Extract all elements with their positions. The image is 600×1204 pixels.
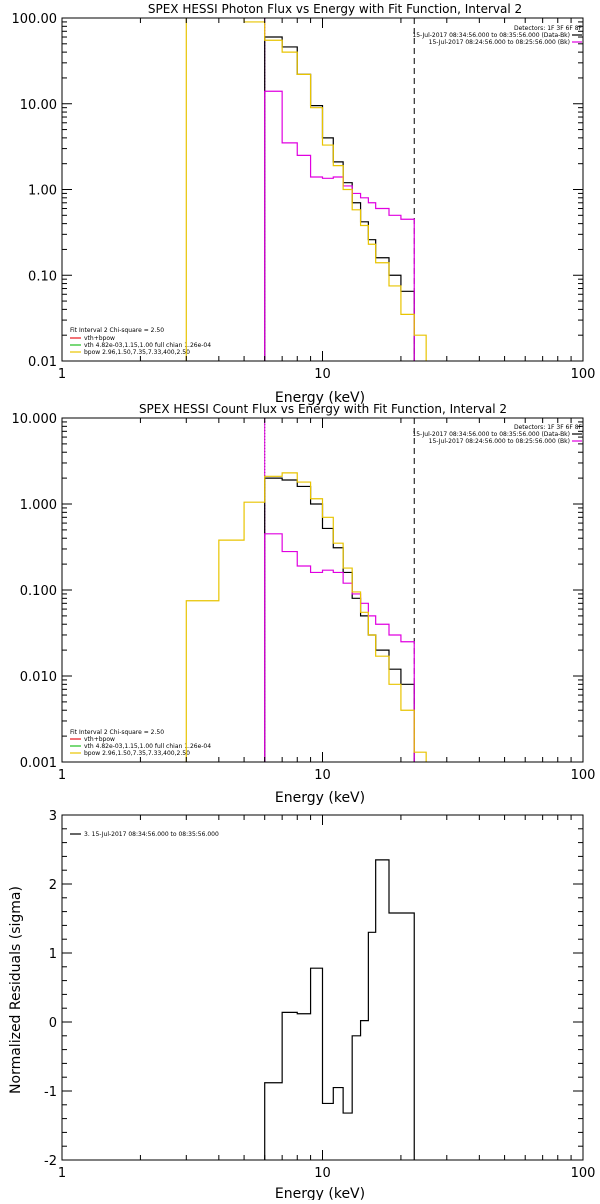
y-tick-label: 0.001 (20, 756, 57, 771)
bk-time-label: 15-Jul-2017 08:24:56.000 to 08:25:56.000… (429, 438, 570, 445)
vth-bpow-series (185, 472, 427, 762)
x-tick-label: 1 (58, 1166, 66, 1181)
x-tick-label: 10 (314, 768, 331, 783)
plot-area (185, 418, 427, 762)
residuals-panel: 3. 15-Jul-2017 08:34:56.000 to 08:35:56.… (8, 809, 596, 1202)
fit-interval-label: Fit Interval 2 Chi-square = 2.50 (70, 327, 164, 334)
count-flux-fit-legend: Fit Interval 2 Chi-square = 2.50 vth+bpo… (70, 729, 211, 757)
detectors-label: Detectors: 1F 3F 6F 8F (514, 25, 583, 32)
y-tick-label: 100.00 (12, 12, 58, 27)
photon-flux-title: SPEX HESSI Photon Flux vs Energy with Fi… (148, 2, 522, 16)
data-bk-time-label: 15-Jul-2017 08:34:56.000 to 08:35:56.000… (412, 32, 570, 39)
x-tick-label: 100 (571, 367, 596, 382)
x-tick-label: 10 (314, 1166, 331, 1181)
photon-flux-xlabel: Energy (keV) (275, 390, 365, 406)
detectors-label: Detectors: 1F 3F 6F 8F (514, 424, 583, 431)
y-tick-label: 1.000 (20, 498, 57, 513)
y-tick-label: 0.100 (20, 584, 57, 599)
plot-area (264, 859, 415, 1160)
bk-time-label: 15-Jul-2017 08:24:56.000 to 08:25:56.000… (429, 39, 570, 46)
count-flux-title: SPEX HESSI Count Flux vs Energy with Fit… (139, 402, 507, 416)
bk-series (264, 90, 415, 361)
bpow-params-label: bpow 2.96,1.50,7.35,7.33,400,2.50 (84, 349, 190, 356)
x-tick-label: 10 (314, 367, 331, 382)
y-tick-label: 0.10 (28, 269, 57, 284)
x-tick-label: 100 (571, 768, 596, 783)
x-tick-label: 100 (571, 1166, 596, 1181)
y-tick-label: -1 (44, 1085, 57, 1100)
vth-bpow-label: vth+bpow (84, 736, 115, 743)
data-bk-time-label: 15-Jul-2017 08:34:56.000 to 08:35:56.000… (412, 431, 570, 438)
x-tick-label: 1 (58, 768, 66, 783)
y-tick-label: 2 (49, 878, 57, 893)
photon-flux-header: Detectors: 1F 3F 6F 8F 15-Jul-2017 08:34… (412, 25, 582, 46)
y-tick-label: 0 (49, 1016, 57, 1031)
y-tick-label: 0.010 (20, 670, 57, 685)
x-tick-label: 1 (58, 367, 66, 382)
residuals-ylabel: Normalized Residuals (sigma) (8, 886, 24, 1094)
fit-interval-label: Fit Interval 2 Chi-square = 2.50 (70, 729, 164, 736)
y-tick-label: -2 (44, 1154, 57, 1169)
vth-bpow-series (185, 18, 427, 361)
y-tick-label: 1 (49, 947, 57, 962)
count-flux-header: Detectors: 1F 3F 6F 8F 15-Jul-2017 08:34… (412, 424, 582, 445)
photon-flux-panel: SPEX HESSI Photon Flux vs Energy with Fi… (12, 2, 596, 406)
residuals-legend-label: 3. 15-Jul-2017 08:34:56.000 to 08:35:56.… (84, 831, 219, 838)
bk-series (264, 533, 415, 762)
residuals-xlabel: Energy (keV) (275, 1186, 365, 1200)
y-tick-label: 0.01 (28, 355, 57, 370)
y-tick-label: 3 (49, 809, 57, 824)
photon-flux-fit-legend: Fit Interval 2 Chi-square = 2.50 vth+bpo… (70, 327, 211, 356)
3-15-jul-2017-08-34-56-000-to-08-35-56-000-series (264, 859, 415, 1160)
vth-params-label: vth 4.82e-03,1.15,1.00 full chian 1.26e-… (84, 342, 211, 349)
count-flux-xlabel: Energy (keV) (275, 790, 365, 806)
vth-params-label: vth 4.82e-03,1.15,1.00 full chian 1.26e-… (84, 743, 211, 750)
plot-area (185, 18, 427, 361)
bpow-params-label: bpow 2.96,1.50,7.35,7.33,400,2.50 (84, 750, 190, 757)
count-flux-panel: SPEX HESSI Count Flux vs Energy with Fit… (12, 402, 596, 806)
y-tick-label: 1.00 (28, 184, 57, 199)
vth-bpow-label: vth+bpow (84, 335, 115, 342)
y-tick-label: 10.00 (20, 98, 57, 113)
y-tick-label: 10.000 (12, 412, 58, 427)
